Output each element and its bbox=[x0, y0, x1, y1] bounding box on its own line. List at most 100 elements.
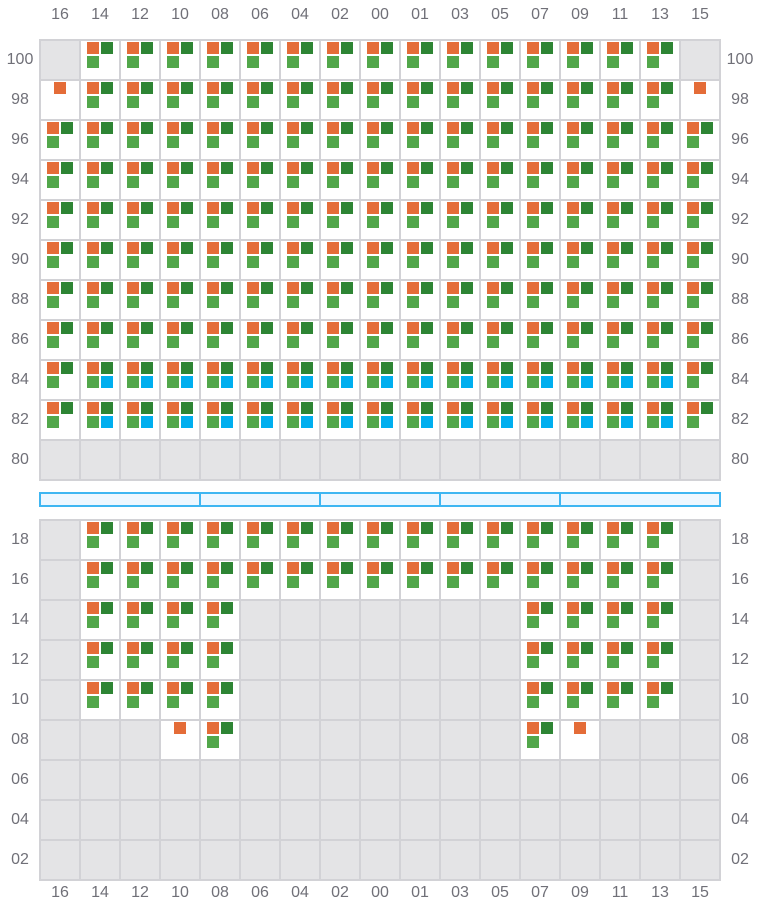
seat-cell[interactable] bbox=[401, 281, 439, 319]
seat-cell[interactable] bbox=[201, 721, 239, 759]
seat-cell[interactable] bbox=[401, 201, 439, 239]
seat-cell[interactable] bbox=[521, 281, 559, 319]
seat-cell[interactable] bbox=[561, 641, 599, 679]
seat-cell[interactable] bbox=[41, 201, 79, 239]
seat-cell[interactable] bbox=[441, 161, 479, 199]
seat-cell[interactable] bbox=[401, 361, 439, 399]
seat-cell[interactable] bbox=[681, 401, 719, 439]
seat-cell[interactable] bbox=[241, 121, 279, 159]
seat-cell[interactable] bbox=[121, 641, 159, 679]
seat-cell[interactable] bbox=[641, 201, 679, 239]
seat-cell[interactable] bbox=[601, 241, 639, 279]
seat-cell[interactable] bbox=[201, 641, 239, 679]
seat-cell[interactable] bbox=[441, 521, 479, 559]
seat-cell[interactable] bbox=[521, 81, 559, 119]
seat-cell[interactable] bbox=[441, 121, 479, 159]
seat-cell[interactable] bbox=[281, 281, 319, 319]
seat-cell[interactable] bbox=[361, 161, 399, 199]
seat-cell[interactable] bbox=[561, 521, 599, 559]
seat-cell[interactable] bbox=[441, 201, 479, 239]
seat-cell[interactable] bbox=[81, 401, 119, 439]
seat-cell[interactable] bbox=[201, 681, 239, 719]
seat-cell[interactable] bbox=[521, 601, 559, 639]
seat-cell[interactable] bbox=[561, 281, 599, 319]
seat-cell[interactable] bbox=[161, 521, 199, 559]
seat-cell[interactable] bbox=[601, 361, 639, 399]
seat-cell[interactable] bbox=[321, 201, 359, 239]
seat-cell[interactable] bbox=[601, 681, 639, 719]
seat-cell[interactable] bbox=[481, 41, 519, 79]
seat-cell[interactable] bbox=[41, 281, 79, 319]
seat-cell[interactable] bbox=[81, 641, 119, 679]
seat-cell[interactable] bbox=[81, 281, 119, 319]
seat-cell[interactable] bbox=[201, 601, 239, 639]
seat-cell[interactable] bbox=[321, 161, 359, 199]
seat-cell[interactable] bbox=[441, 241, 479, 279]
seat-cell[interactable] bbox=[521, 401, 559, 439]
seat-cell[interactable] bbox=[201, 241, 239, 279]
seat-cell[interactable] bbox=[361, 281, 399, 319]
seat-cell[interactable] bbox=[281, 321, 319, 359]
seat-cell[interactable] bbox=[121, 201, 159, 239]
seat-cell[interactable] bbox=[121, 81, 159, 119]
seat-cell[interactable] bbox=[481, 361, 519, 399]
seat-cell[interactable] bbox=[401, 401, 439, 439]
seat-cell[interactable] bbox=[561, 161, 599, 199]
seat-cell[interactable] bbox=[161, 681, 199, 719]
seat-cell[interactable] bbox=[401, 121, 439, 159]
seat-cell[interactable] bbox=[241, 201, 279, 239]
seat-cell[interactable] bbox=[361, 521, 399, 559]
seat-cell[interactable] bbox=[521, 161, 559, 199]
seat-cell[interactable] bbox=[241, 161, 279, 199]
seat-cell[interactable] bbox=[161, 81, 199, 119]
seat-cell[interactable] bbox=[641, 401, 679, 439]
seat-cell[interactable] bbox=[521, 241, 559, 279]
seat-cell[interactable] bbox=[601, 281, 639, 319]
seat-cell[interactable] bbox=[321, 321, 359, 359]
seat-cell[interactable] bbox=[161, 401, 199, 439]
seat-cell[interactable] bbox=[681, 81, 719, 119]
seat-cell[interactable] bbox=[641, 521, 679, 559]
seat-cell[interactable] bbox=[361, 201, 399, 239]
seat-cell[interactable] bbox=[521, 561, 559, 599]
seat-cell[interactable] bbox=[161, 121, 199, 159]
divider-segment[interactable] bbox=[199, 492, 321, 507]
seat-cell[interactable] bbox=[601, 521, 639, 559]
seat-cell[interactable] bbox=[561, 601, 599, 639]
seat-cell[interactable] bbox=[241, 361, 279, 399]
seat-cell[interactable] bbox=[481, 161, 519, 199]
divider-segment[interactable] bbox=[39, 492, 201, 507]
seat-cell[interactable] bbox=[201, 201, 239, 239]
seat-cell[interactable] bbox=[521, 521, 559, 559]
seat-cell[interactable] bbox=[201, 561, 239, 599]
seat-cell[interactable] bbox=[41, 401, 79, 439]
seat-cell[interactable] bbox=[161, 321, 199, 359]
seat-cell[interactable] bbox=[401, 561, 439, 599]
seat-cell[interactable] bbox=[681, 121, 719, 159]
seat-cell[interactable] bbox=[401, 321, 439, 359]
seat-cell[interactable] bbox=[441, 281, 479, 319]
seat-cell[interactable] bbox=[121, 241, 159, 279]
seat-cell[interactable] bbox=[81, 601, 119, 639]
seat-cell[interactable] bbox=[321, 81, 359, 119]
seat-cell[interactable] bbox=[81, 41, 119, 79]
seat-cell[interactable] bbox=[321, 241, 359, 279]
seat-cell[interactable] bbox=[561, 681, 599, 719]
seat-cell[interactable] bbox=[561, 561, 599, 599]
seat-cell[interactable] bbox=[401, 521, 439, 559]
seat-cell[interactable] bbox=[481, 121, 519, 159]
seat-cell[interactable] bbox=[561, 201, 599, 239]
seat-cell[interactable] bbox=[641, 321, 679, 359]
seat-cell[interactable] bbox=[681, 201, 719, 239]
seat-cell[interactable] bbox=[121, 161, 159, 199]
seat-cell[interactable] bbox=[601, 401, 639, 439]
seat-cell[interactable] bbox=[521, 681, 559, 719]
seat-cell[interactable] bbox=[81, 161, 119, 199]
seat-cell[interactable] bbox=[121, 361, 159, 399]
seat-cell[interactable] bbox=[121, 281, 159, 319]
seat-cell[interactable] bbox=[601, 641, 639, 679]
seat-cell[interactable] bbox=[681, 241, 719, 279]
seat-cell[interactable] bbox=[521, 361, 559, 399]
seat-cell[interactable] bbox=[161, 641, 199, 679]
seat-cell[interactable] bbox=[401, 41, 439, 79]
